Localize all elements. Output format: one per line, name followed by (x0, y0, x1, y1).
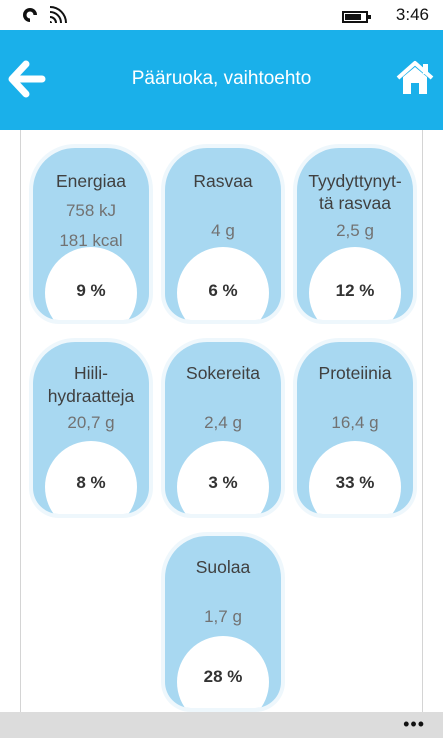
arrow-left-icon (8, 60, 46, 98)
percent-circle (177, 636, 269, 708)
tile-label: Proteiinia (318, 363, 392, 383)
percent-value: 28 % (203, 667, 243, 686)
battery-icon (342, 11, 371, 23)
page-title: Pääruoka, vaihtoehto (131, 68, 312, 89)
tile-value: 20,7 g (67, 413, 115, 432)
tile-fat: Rasvaa 4 g 6 % (165, 148, 281, 320)
percent-circle (309, 441, 401, 514)
more-options-button[interactable]: ••• (403, 714, 425, 734)
home-icon (396, 61, 434, 94)
tile-salt: Suolaa 1,7 g 28 % (165, 536, 281, 708)
tile-protein: Proteiinia 16,4 g 33 % (297, 342, 413, 514)
tile-carbohydrates: Hiili- hydraatteja 20,7 g 8 % (33, 342, 149, 514)
wifi-icon (49, 6, 67, 24)
tile-energy: Energiaa 758 kJ 181 kcal 9 % (33, 148, 149, 320)
tile-sugars: Sokereita 2,4 g 3 % (165, 342, 281, 514)
percent-value: 3 % (208, 473, 238, 492)
tile-value: 758 kJ (65, 201, 117, 220)
tile-value: 16,4 g (331, 413, 379, 432)
percent-value: 12 % (335, 281, 375, 300)
tile-label: Rasvaa (193, 171, 253, 191)
tile-label: Suolaa (195, 557, 251, 577)
percent-circle (45, 247, 137, 320)
status-bar: 3:46 (0, 0, 443, 30)
tile-label: tä rasvaa (319, 193, 391, 213)
percent-value: 6 % (208, 281, 238, 300)
percent-value: 33 % (335, 473, 375, 492)
percent-circle (177, 441, 269, 514)
percent-value: 8 % (76, 473, 106, 492)
tile-value: 4 g (211, 221, 235, 240)
tile-value: 2,5 g (336, 221, 374, 240)
tile-value: 181 kcal (59, 231, 123, 250)
tile-label: Sokereita (186, 363, 260, 383)
app-bar: ••• (0, 712, 443, 738)
percent-circle (45, 441, 137, 514)
header-bar: Pääruoka, vaihtoehto (0, 30, 443, 130)
home-button[interactable] (395, 58, 435, 98)
percent-circle (309, 247, 401, 320)
percent-circle (177, 247, 269, 320)
notification-icon (23, 8, 37, 22)
tile-value: 2,4 g (204, 413, 242, 432)
tile-label: Hiili- (73, 363, 109, 383)
back-button[interactable] (8, 60, 46, 98)
status-time: 3:46 (395, 5, 429, 24)
nutrition-grid: Energiaa 758 kJ 181 kcal 9 % Rasvaa 4 g … (20, 130, 423, 712)
tile-value: 1,7 g (204, 607, 242, 626)
tile-saturated-fat: Tyydyttynyt- tä rasvaa 2,5 g 12 % (297, 148, 413, 320)
tile-label: Energiaa (55, 171, 127, 191)
percent-value: 9 % (76, 281, 106, 300)
tile-label: hydraatteja (47, 386, 135, 406)
tile-label: Tyydyttynyt- (308, 171, 402, 191)
